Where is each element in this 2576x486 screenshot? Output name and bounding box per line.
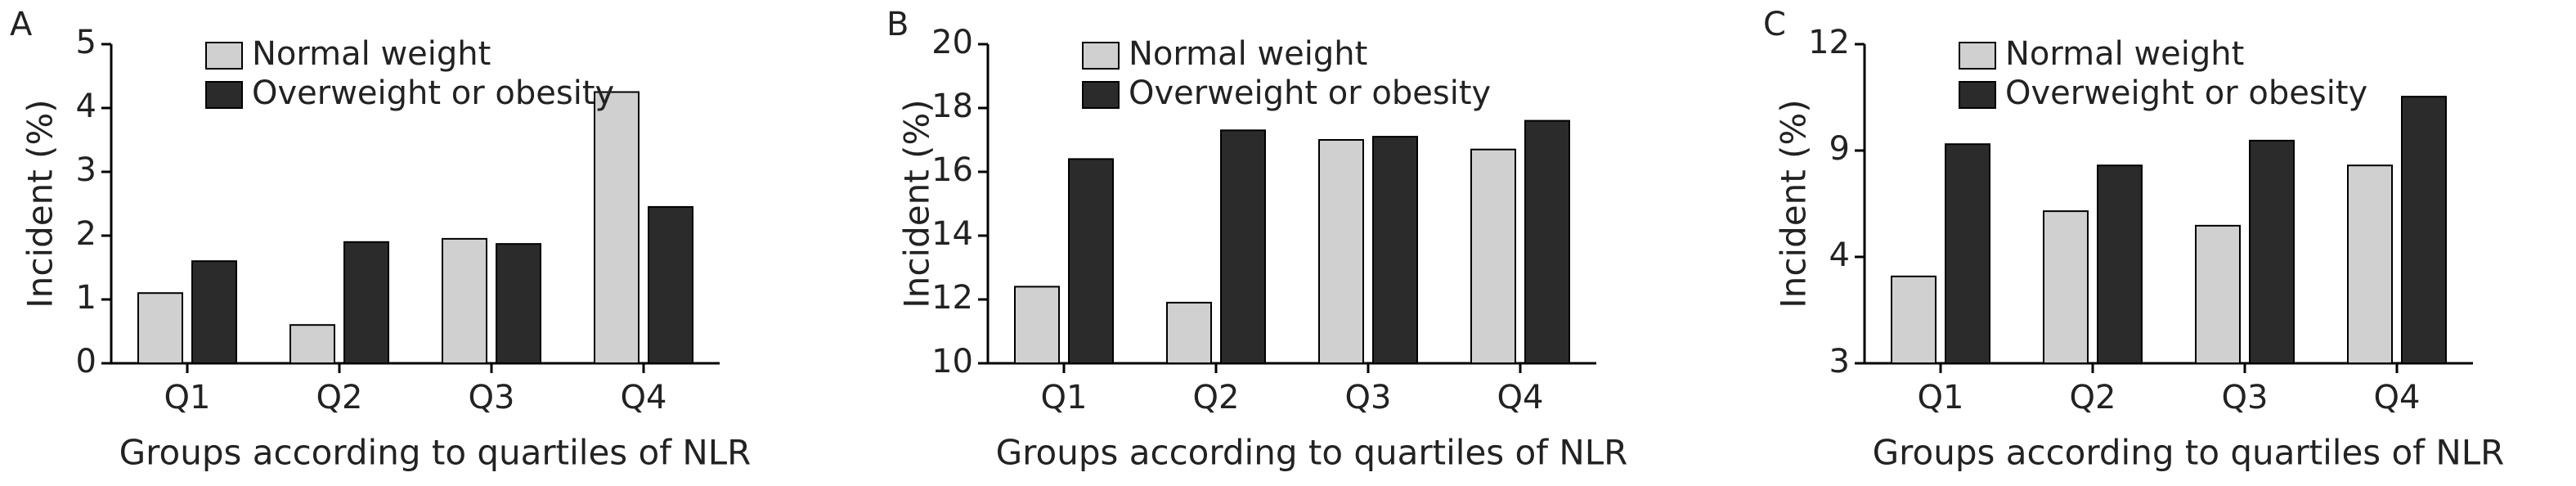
legend-label: Normal weight <box>2005 35 2244 73</box>
bar <box>1470 148 1516 364</box>
bar <box>648 205 693 364</box>
x-axis-title: Groups according to quartiles of NLR <box>1873 433 2505 473</box>
y-tick-label: 12 <box>1808 24 1850 61</box>
y-axis-title: Incident (%) <box>1774 99 1814 308</box>
x-tick-label: Q3 <box>1345 379 1392 416</box>
y-tick-label: 4 <box>76 88 96 125</box>
legend-swatch <box>205 81 243 109</box>
x-tick-label: Q3 <box>2222 379 2269 416</box>
legend-swatch <box>1959 81 1996 109</box>
bar <box>289 324 335 365</box>
panel-label: A <box>10 6 33 43</box>
bar <box>1220 129 1266 365</box>
legend-label: Normal weight <box>1129 35 1367 73</box>
bar <box>1068 158 1114 364</box>
y-axis-title: Incident (%) <box>20 99 61 308</box>
x-axis-title: Groups according to quartiles of NLR <box>996 433 1628 473</box>
bar <box>1318 139 1364 364</box>
bar <box>1014 286 1060 364</box>
y-tick-label: 20 <box>931 24 973 61</box>
x-tick-label: Q1 <box>164 379 211 416</box>
bar <box>1524 119 1570 364</box>
bar <box>1891 275 1936 365</box>
x-tick-label: Q2 <box>316 379 363 416</box>
x-tick-label: Q1 <box>1918 379 1964 416</box>
legend-swatch <box>205 42 243 70</box>
x-tick-label: Q1 <box>1041 379 1088 416</box>
x-tick-label: Q2 <box>2070 379 2116 416</box>
bar <box>2401 96 2447 364</box>
bar <box>2043 210 2089 364</box>
bar <box>2249 139 2295 364</box>
x-tick-label: Q4 <box>1497 379 1544 416</box>
y-tick-label: 5 <box>76 24 96 61</box>
x-tick-label: Q4 <box>2374 379 2421 416</box>
bar <box>496 243 541 365</box>
bar <box>137 292 183 365</box>
y-tick-label: 4 <box>1829 236 1850 274</box>
legend-swatch <box>1082 42 1120 70</box>
panel-label: C <box>1763 6 1786 43</box>
y-tick-label: 2 <box>76 215 96 253</box>
bar <box>1372 136 1418 364</box>
y-tick-label: 16 <box>931 151 973 189</box>
panel-label: B <box>886 6 909 43</box>
x-tick-label: Q4 <box>621 379 667 416</box>
bar <box>594 91 640 364</box>
legend-label: Overweight or obesity <box>2005 74 2367 112</box>
bar <box>1166 301 1212 364</box>
bar <box>442 237 487 364</box>
y-tick-label: 14 <box>931 215 973 253</box>
y-tick-label: 3 <box>1829 343 1850 380</box>
legend-label: Overweight or obesity <box>1129 74 1491 112</box>
y-tick-label: 3 <box>76 151 96 189</box>
x-tick-label: Q3 <box>469 379 515 416</box>
legend-label: Normal weight <box>252 35 491 73</box>
y-tick-label: 9 <box>1829 130 1850 168</box>
bar <box>2347 164 2393 364</box>
y-axis-title: Incident (%) <box>897 99 937 308</box>
x-axis-title: Groups according to quartiles of NLR <box>119 433 752 473</box>
legend-swatch <box>1082 81 1120 109</box>
x-tick-label: Q2 <box>1193 379 1240 416</box>
bar <box>343 241 389 364</box>
legend-swatch <box>1959 42 1996 70</box>
bar <box>1945 143 1990 364</box>
bar <box>2097 164 2143 364</box>
y-tick-label: 0 <box>76 343 96 380</box>
legend-label: Overweight or obesity <box>252 74 614 112</box>
y-tick-label: 12 <box>931 279 973 317</box>
y-tick-label: 10 <box>931 343 973 380</box>
bar <box>2195 224 2241 364</box>
bar <box>191 260 237 365</box>
y-tick-label: 18 <box>931 88 973 125</box>
y-tick-label: 1 <box>76 279 96 317</box>
